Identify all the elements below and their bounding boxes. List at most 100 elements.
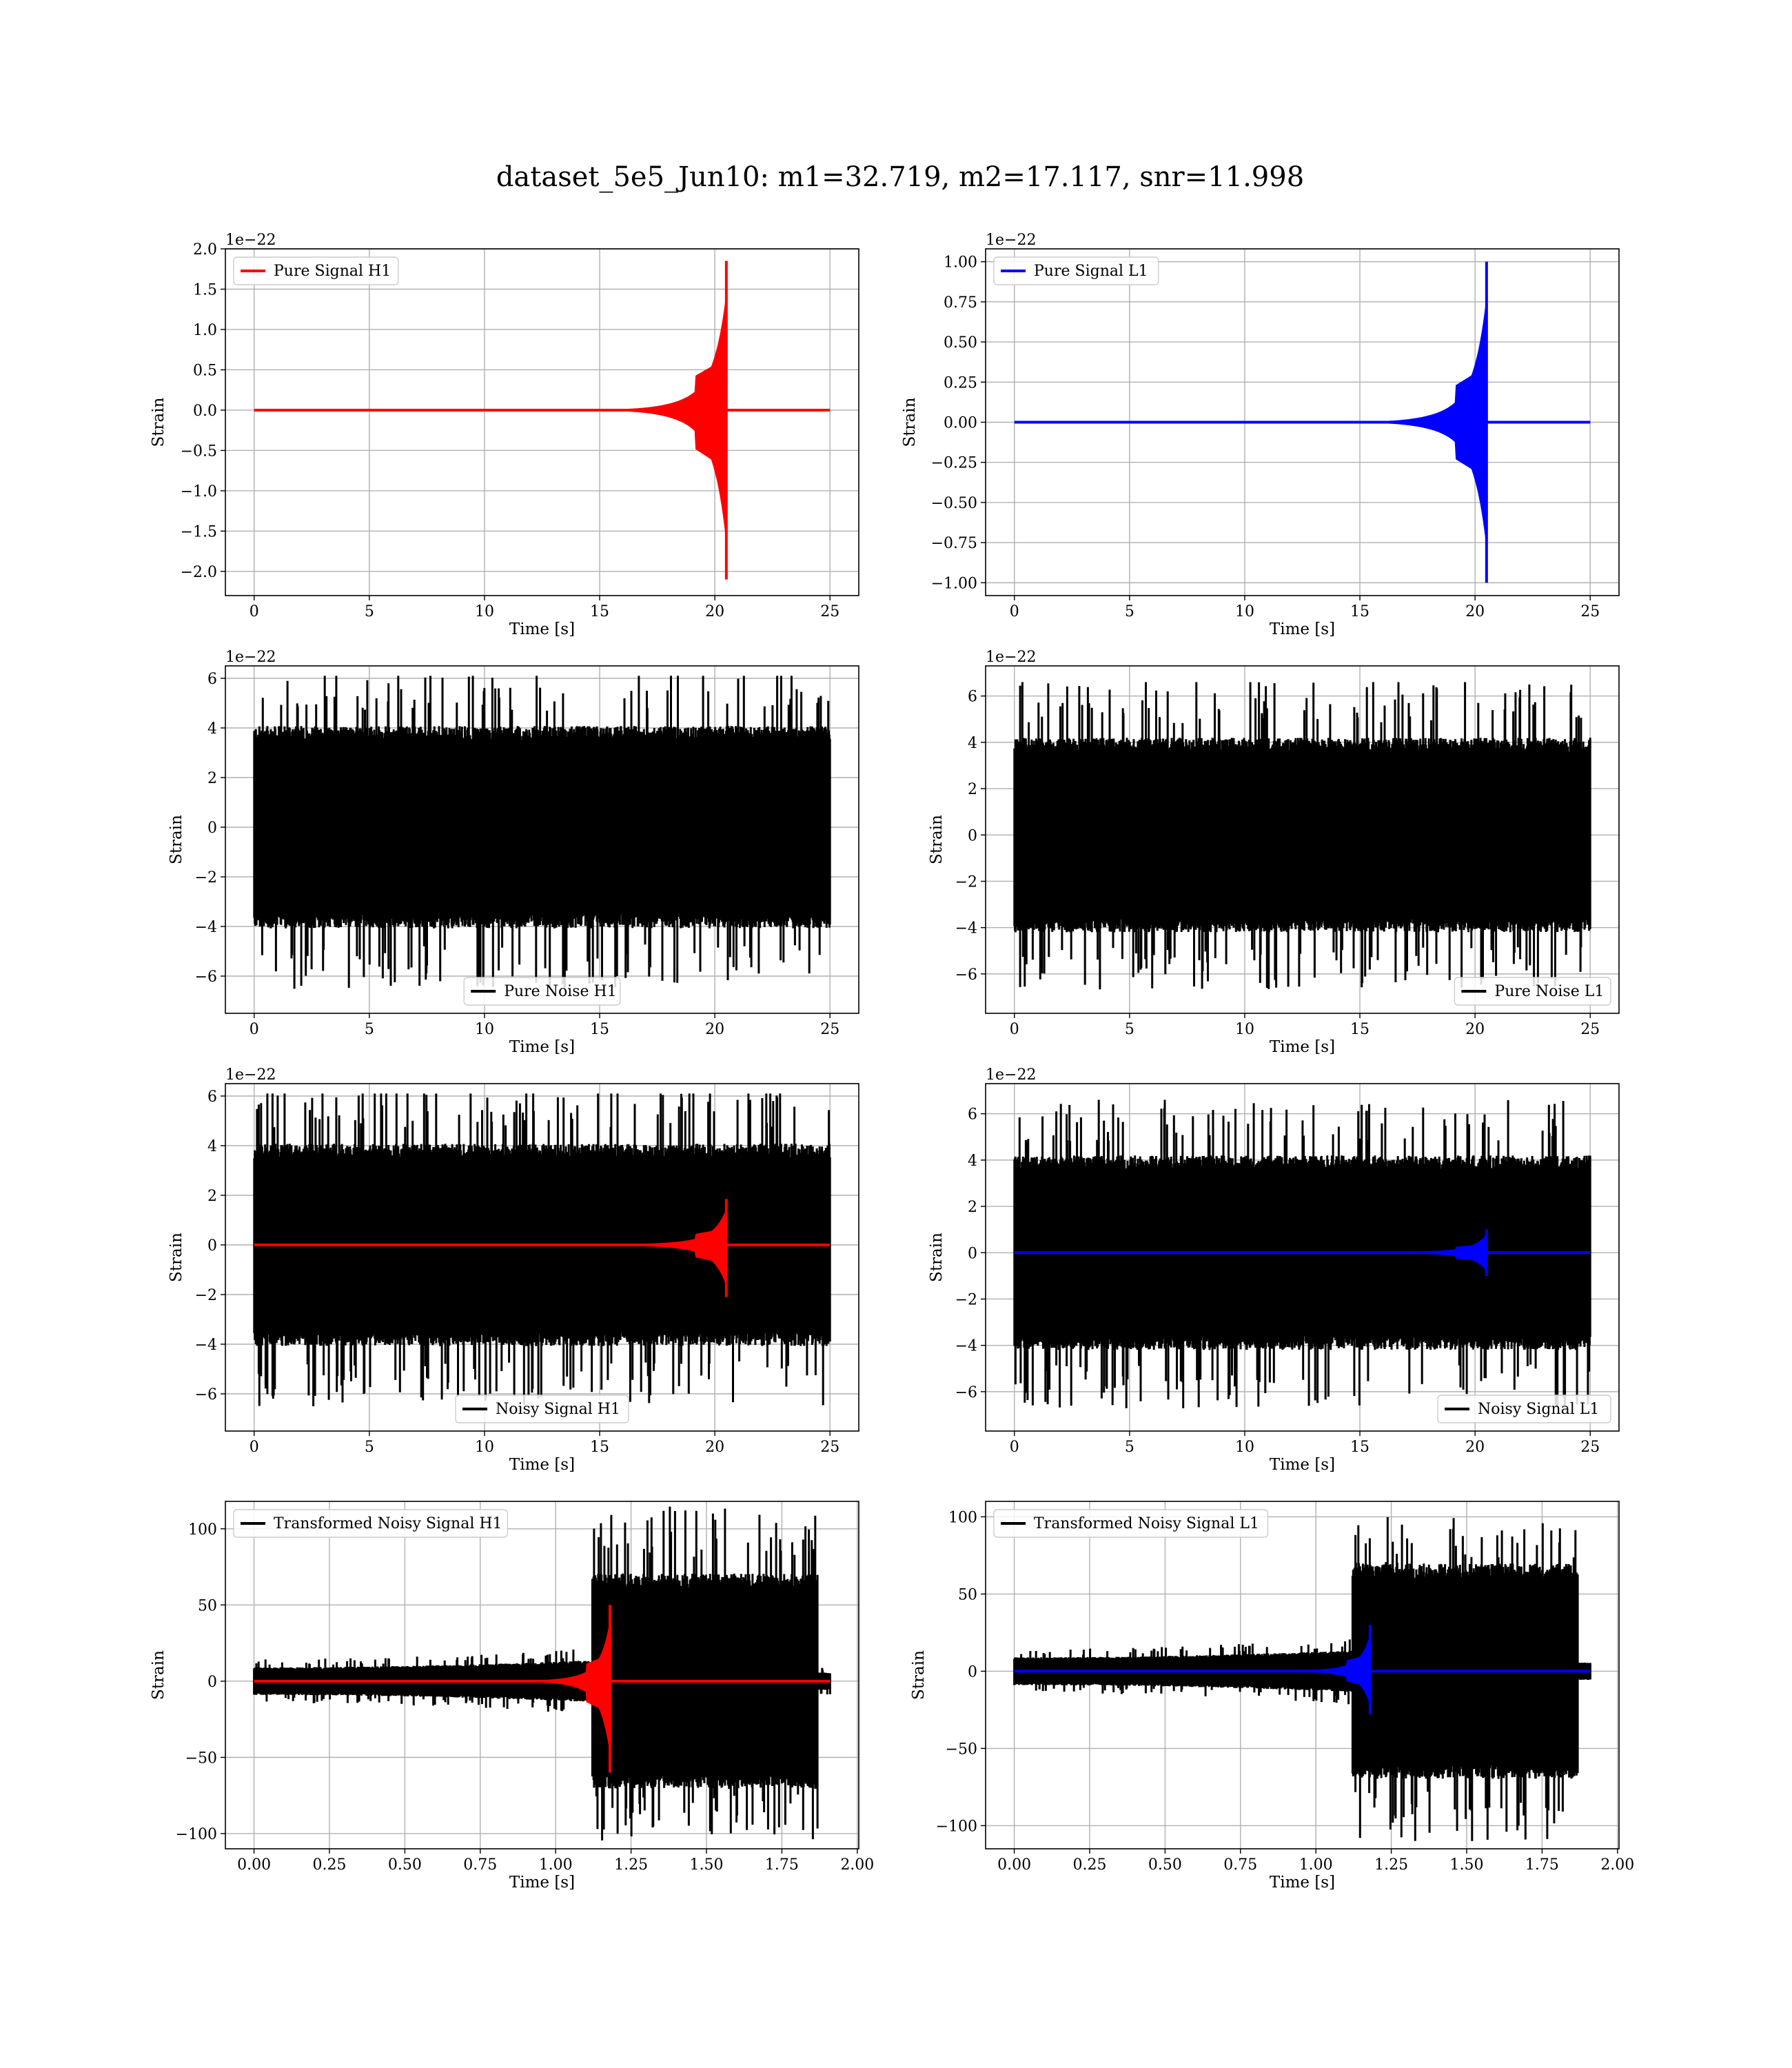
- y-axis-label: Strain: [167, 815, 185, 864]
- axes-frame: [225, 665, 859, 1014]
- legend: Noisy Signal H1: [455, 1395, 629, 1423]
- y-tick-label: −4: [195, 919, 217, 936]
- x-tick-label: 20: [1465, 1021, 1485, 1038]
- x-tick-label: 15: [590, 603, 609, 620]
- x-tick-label: 20: [1465, 603, 1485, 620]
- x-tick-label: 5: [365, 1021, 374, 1038]
- y-axis-label: Strain: [901, 397, 919, 447]
- signal-envelope: [571, 298, 727, 538]
- y-tick-label: 50: [958, 1586, 977, 1603]
- y-tick-label: −6: [955, 966, 977, 984]
- y-tick-label: 2: [968, 781, 977, 798]
- y-tick-label: −6: [195, 969, 217, 986]
- offset-text: 1e−22: [986, 1066, 1036, 1084]
- signal-envelope: [1331, 301, 1487, 543]
- y-tick-label: −1.00: [931, 575, 977, 592]
- x-tick-label: 0.00: [237, 1856, 271, 1874]
- x-tick-label: 0: [250, 1021, 259, 1038]
- y-tick-label: −2: [955, 873, 977, 891]
- y-tick-label: 100: [188, 1521, 217, 1539]
- y-tick-label: 6: [207, 1088, 217, 1106]
- x-tick-label: 0: [1010, 1021, 1019, 1038]
- y-tick-label: 0: [207, 820, 217, 837]
- x-tick-label: 5: [1125, 1021, 1134, 1038]
- legend: Pure Noise H1: [463, 977, 621, 1006]
- x-tick-label: 1.00: [1299, 1856, 1333, 1874]
- figure-title: dataset_5e5_Jun10: m1=32.719, m2=17.117,…: [496, 161, 1304, 193]
- y-tick-label: 6: [207, 671, 217, 688]
- x-axis-label: Time [s]: [1270, 1038, 1335, 1056]
- x-tick-label: 10: [1235, 603, 1254, 620]
- y-tick-label: −50: [946, 1741, 977, 1758]
- series-noise: [253, 676, 831, 989]
- legend: Pure Signal L1: [993, 256, 1159, 285]
- legend-box: [233, 1509, 509, 1538]
- x-tick-label: 25: [820, 1439, 839, 1456]
- y-tick-label: 0: [968, 827, 977, 844]
- y-tick-label: −2.0: [181, 564, 217, 581]
- y-tick-label: 2: [207, 770, 217, 787]
- x-tick-label: 25: [820, 1021, 839, 1038]
- legend-box: [993, 256, 1159, 285]
- x-tick-label: 1.75: [765, 1856, 799, 1874]
- y-tick-label: −0.75: [931, 535, 977, 552]
- x-tick-label: 15: [1350, 603, 1370, 620]
- offset-text: 1e−22: [986, 232, 1036, 249]
- legend-label: Pure Signal L1: [1034, 263, 1148, 280]
- x-tick-label: 20: [705, 1439, 724, 1456]
- series-noise: [1013, 682, 1591, 990]
- x-axis-label: Time [s]: [509, 1456, 575, 1474]
- y-tick-label: 0.00: [944, 415, 977, 432]
- x-tick-label: 1.50: [690, 1856, 724, 1874]
- offset-text: 1e−22: [225, 1066, 276, 1084]
- y-tick-label: 0: [207, 1674, 217, 1691]
- x-tick-label: 25: [1580, 1021, 1600, 1038]
- legend: Transformed Noisy Signal H1: [233, 1509, 509, 1538]
- subplots-grid: 0 5 10 15 20 252.01.51.00.50.0−0.5−1.0−1.5−2.…: [150, 232, 1634, 1892]
- y-tick-label: −0.5: [181, 443, 217, 460]
- x-tick-label: 0.25: [312, 1856, 346, 1874]
- x-axis-label: Time [s]: [509, 620, 575, 638]
- plot-area: [253, 1093, 831, 1406]
- legend: Transformed Noisy Signal L1: [993, 1509, 1269, 1538]
- series-signal: [1014, 1625, 1591, 1715]
- legend-label: Noisy Signal H1: [496, 1401, 620, 1418]
- legend-label: Pure Noise L1: [1494, 983, 1604, 1000]
- y-tick-label: 0.50: [944, 334, 977, 352]
- y-tick-label: −2: [195, 1287, 217, 1304]
- series-noise: [253, 1093, 831, 1406]
- y-tick-label: 0: [207, 1237, 217, 1255]
- x-tick-label: 0.50: [1148, 1856, 1182, 1874]
- x-tick-label: 0.25: [1072, 1856, 1106, 1874]
- legend-box: [463, 977, 621, 1006]
- y-tick-label: 4: [968, 1153, 977, 1170]
- y-tick-label: −2: [955, 1291, 977, 1308]
- y-tick-label: 0.75: [944, 294, 977, 312]
- y-tick-label: 0.5: [193, 362, 217, 379]
- subplot-transformed-h1: 0.00 0.25 0.50 0.75 1.00 1.25 1.50 1.75 2.00 100 5…: [150, 1501, 874, 1892]
- y-tick-label: −4: [955, 920, 977, 937]
- series-noise: [253, 1506, 831, 1841]
- y-tick-label: 1.0: [193, 322, 217, 339]
- offset-text: 1e−22: [225, 649, 276, 666]
- y-tick-label: −6: [955, 1384, 977, 1401]
- x-tick-label: 20: [1465, 1439, 1485, 1456]
- legend-box: [1454, 977, 1611, 1006]
- x-tick-label: 25: [820, 603, 839, 620]
- y-tick-label: −0.25: [931, 455, 977, 472]
- legend-box: [233, 256, 399, 285]
- y-axis-label: Strain: [910, 1650, 928, 1700]
- legend: Noisy Signal L1: [1437, 1395, 1611, 1423]
- y-tick-label: −4: [955, 1338, 977, 1355]
- axes-frame: [985, 1083, 1620, 1432]
- legend: Pure Noise L1: [1454, 977, 1611, 1006]
- x-tick-label: 0.75: [1223, 1856, 1257, 1874]
- x-tick-label: 2.00: [840, 1856, 874, 1874]
- y-tick-label: 0: [968, 1663, 977, 1681]
- axes-frame: [225, 1083, 859, 1432]
- y-axis-label: Strain: [928, 1233, 946, 1282]
- x-tick-label: 10: [1235, 1021, 1254, 1038]
- x-tick-label: 25: [1580, 603, 1600, 620]
